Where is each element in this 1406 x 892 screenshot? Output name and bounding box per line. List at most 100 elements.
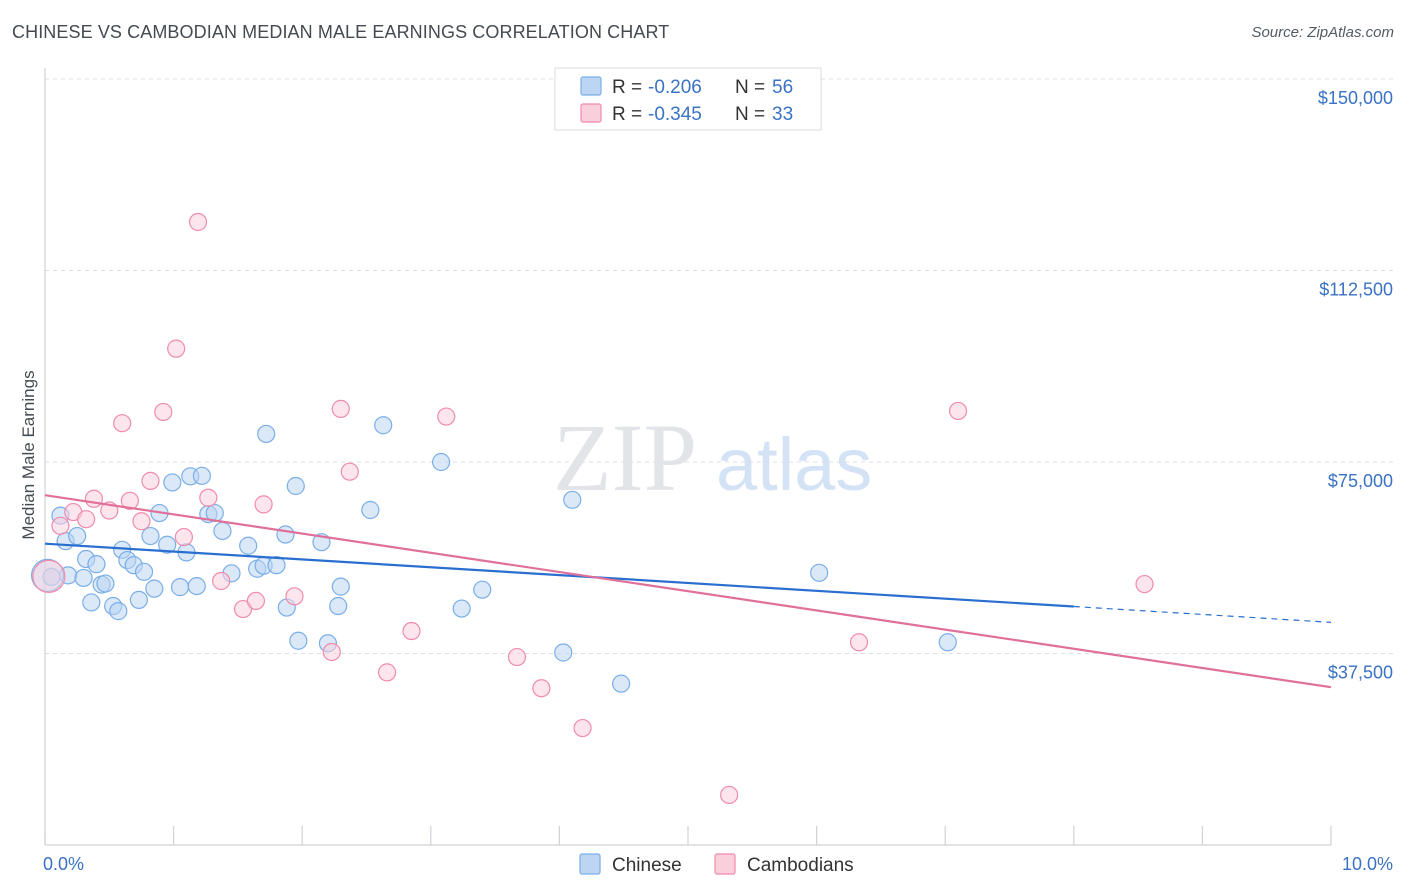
data-point bbox=[532, 679, 551, 698]
data-point bbox=[154, 402, 173, 422]
data-point bbox=[32, 559, 66, 593]
data-point bbox=[68, 526, 87, 546]
bottom-legend: Chinese Cambodians bbox=[579, 853, 854, 876]
data-point bbox=[948, 401, 968, 421]
data-point bbox=[51, 516, 70, 535]
axes bbox=[44, 68, 1332, 846]
data-point bbox=[340, 462, 359, 481]
bottom-legend-swatch-cambodians bbox=[714, 853, 736, 875]
legend-swatch-cambodians bbox=[580, 103, 602, 123]
legend-n-value-1: 56 bbox=[772, 77, 793, 98]
legend-n-value-2: 33 bbox=[772, 104, 793, 125]
data-point bbox=[322, 642, 341, 662]
data-point bbox=[361, 500, 380, 520]
bottom-legend-label-cambodians: Cambodians bbox=[747, 855, 854, 876]
data-point bbox=[134, 562, 154, 581]
trendline-cambodians bbox=[44, 494, 1332, 689]
data-point bbox=[239, 536, 258, 555]
data-point bbox=[267, 556, 286, 575]
trendline-chinese-extension bbox=[1073, 605, 1332, 623]
data-point bbox=[212, 571, 231, 591]
data-point bbox=[473, 580, 492, 599]
data-point bbox=[246, 591, 266, 611]
chart-title: CHINESE VS CAMBODIAN MEDIAN MALE EARNING… bbox=[12, 22, 670, 42]
y-tick-label: $112,500 bbox=[1319, 280, 1393, 300]
data-point bbox=[233, 599, 253, 619]
data-point bbox=[331, 399, 350, 418]
data-point bbox=[113, 414, 132, 433]
legend: R = -0.206 N = 56 R = -0.345 N = 33 bbox=[554, 67, 822, 131]
trendlines bbox=[44, 494, 1332, 689]
data-point bbox=[285, 587, 304, 606]
data-point bbox=[187, 576, 206, 596]
data-point bbox=[289, 631, 308, 650]
data-point bbox=[437, 407, 456, 426]
legend-n-label-1: N = bbox=[735, 77, 765, 98]
gridlines bbox=[45, 78, 1395, 654]
data-point bbox=[132, 512, 151, 531]
data-point bbox=[188, 212, 208, 232]
data-point bbox=[563, 490, 582, 509]
data-point bbox=[507, 647, 527, 667]
data-point bbox=[141, 526, 160, 546]
data-point bbox=[120, 491, 139, 510]
data-point bbox=[257, 424, 276, 444]
data-point bbox=[329, 596, 348, 616]
trendline-chinese bbox=[44, 542, 1074, 608]
bottom-legend-label-chinese: Chinese bbox=[612, 855, 682, 876]
data-point bbox=[163, 473, 182, 492]
data-point bbox=[331, 577, 350, 596]
legend-n-label-2: N = bbox=[735, 104, 765, 125]
legend-r-label-2: R = bbox=[612, 104, 642, 125]
y-tick-label: $75,000 bbox=[1328, 471, 1393, 491]
y-tick-labels: $37,500 $75,000 $112,500 $150,000 bbox=[1318, 88, 1393, 683]
data-point bbox=[158, 535, 177, 554]
data-point bbox=[452, 599, 471, 618]
data-point bbox=[254, 495, 273, 514]
legend-r-value-1: -0.206 bbox=[648, 77, 702, 98]
data-point bbox=[199, 488, 218, 507]
data-point bbox=[141, 471, 160, 490]
data-point bbox=[374, 416, 393, 435]
data-point bbox=[849, 633, 869, 652]
data-point bbox=[84, 489, 103, 508]
data-point bbox=[1135, 574, 1154, 594]
data-point bbox=[431, 452, 451, 472]
x-tick-label: 0.0% bbox=[43, 854, 84, 874]
data-point bbox=[612, 674, 631, 693]
data-point bbox=[720, 785, 739, 805]
data-point bbox=[402, 621, 421, 641]
data-point bbox=[213, 521, 232, 541]
data-point bbox=[573, 718, 592, 738]
data-point bbox=[129, 590, 148, 609]
bottom-legend-swatch-chinese bbox=[579, 853, 601, 875]
data-point bbox=[377, 663, 397, 682]
data-point bbox=[174, 527, 193, 547]
y-tick-label: $37,500 bbox=[1328, 663, 1393, 683]
y-axis-label: Median Male Earnings bbox=[19, 370, 38, 539]
data-point bbox=[276, 525, 295, 544]
x-tick-labels: 0.0% 10.0% bbox=[43, 854, 1393, 874]
legend-r-value-2: -0.345 bbox=[648, 104, 702, 125]
series-cambodians-points bbox=[32, 212, 1154, 805]
data-point bbox=[938, 633, 957, 652]
data-point bbox=[74, 568, 93, 588]
data-point bbox=[286, 476, 305, 496]
data-point bbox=[167, 339, 186, 358]
data-point bbox=[170, 578, 190, 597]
data-point bbox=[82, 593, 101, 612]
data-point bbox=[109, 602, 128, 621]
data-point bbox=[145, 579, 164, 598]
watermark-atlas: atlas bbox=[716, 423, 872, 506]
chart-source: Source: ZipAtlas.com bbox=[1251, 24, 1394, 41]
legend-swatch-chinese bbox=[580, 76, 602, 96]
x-tick-label: 10.0% bbox=[1342, 854, 1393, 874]
data-point bbox=[96, 574, 115, 593]
y-tick-label: $150,000 bbox=[1318, 88, 1393, 108]
data-point bbox=[192, 466, 211, 485]
legend-r-label-1: R = bbox=[612, 77, 642, 98]
data-point bbox=[810, 563, 829, 582]
data-point bbox=[77, 510, 96, 529]
data-point bbox=[87, 555, 106, 574]
